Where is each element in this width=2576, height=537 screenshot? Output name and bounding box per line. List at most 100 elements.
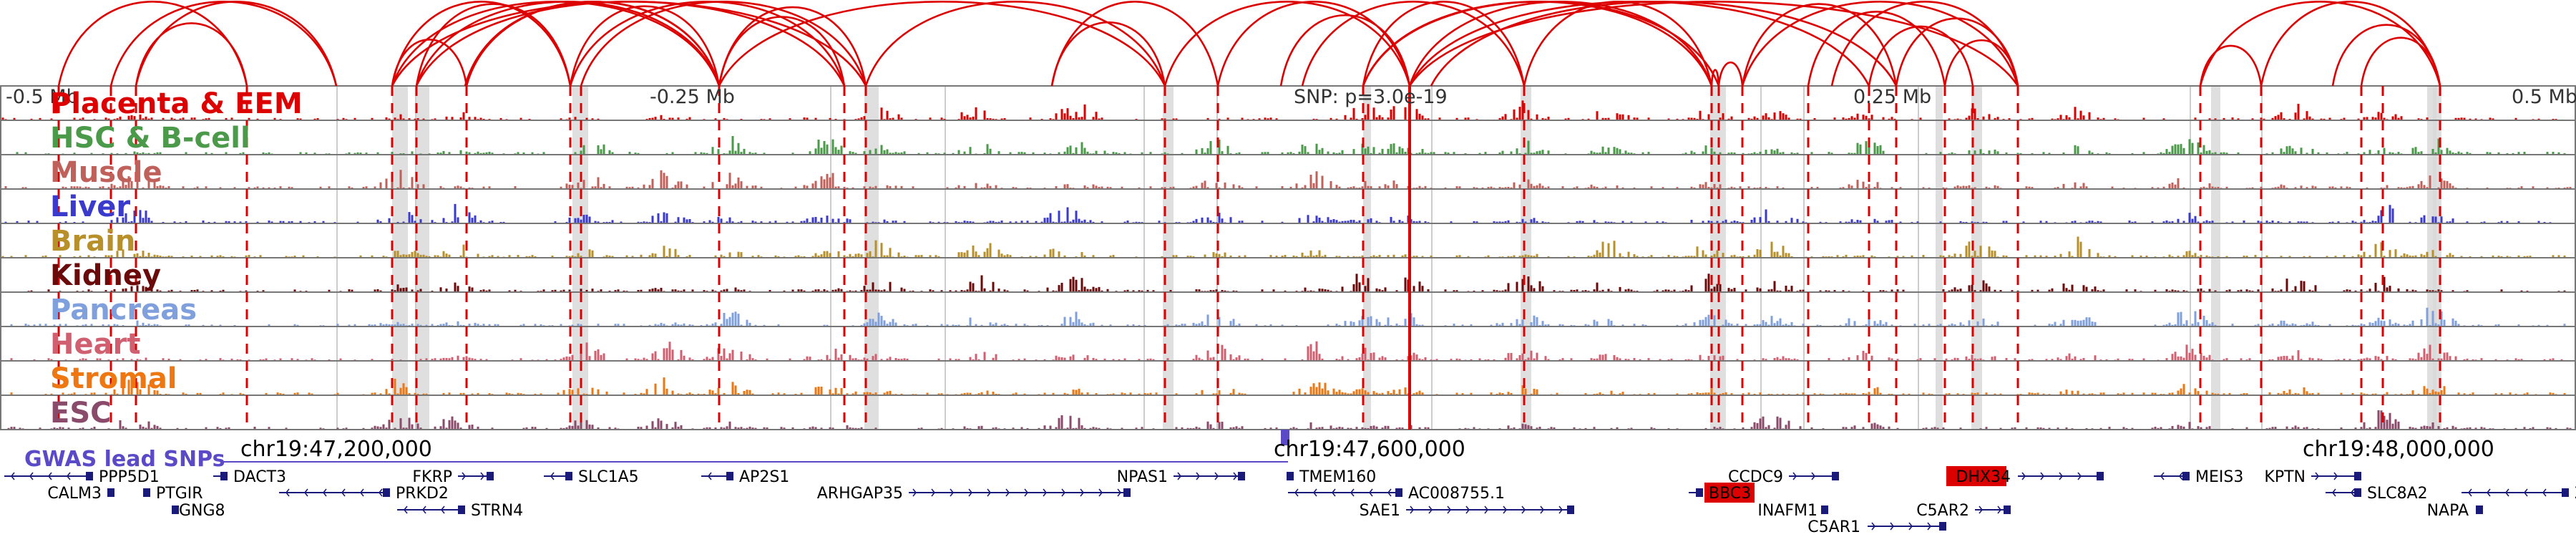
gene-arrow [1024,488,1029,497]
gene-arrow [931,488,936,497]
signal-2 [4,170,2572,188]
loop-arc [1279,14,1411,87]
loop-arc [391,1,572,87]
coord-label-48000000: chr19:48,000,000 [2303,437,2494,462]
gene-arrow [2350,488,2355,497]
loop-arc [718,1,1166,87]
loop-arc [2199,44,2263,87]
gene-label: STRN4 [471,502,523,520]
gene-arrow [1890,522,1895,531]
gene-arrow [10,472,15,480]
signal-0 [1,100,2557,120]
loop-arc [1050,1,1219,87]
gene-arrow [2315,472,2320,480]
gene-exon [1939,522,1946,531]
gene-arrow [1043,488,1048,497]
loop-arc [464,1,721,87]
track-label-hsc-bcell: HSC & B-cell [50,122,250,155]
loop-arc [1362,1,1526,87]
loop-arc [415,0,721,87]
gene-exon [1123,488,1131,497]
gene-label: MEIS3 [2195,468,2243,486]
loop-arc [1408,0,1713,87]
gene-arrow [2523,488,2528,497]
gene-exon [2476,505,2483,514]
gene-highlight [1946,466,2006,486]
loop-arc [1868,25,1974,87]
signal-4 [1,236,2566,257]
loop-arc [1301,0,1526,87]
gene-arrow [1177,472,1182,480]
gene-arrow [1350,488,1355,497]
gene-arrow [1312,488,1317,497]
loop-arc [1807,11,1946,87]
loop-anchor-lines [57,86,2441,430]
gene-annotation-track: PPP5D1 DACT3 FKRP SLC1A5 AP2S1 NPAS1 TMEM160 CC… [4,466,2576,536]
gene-arrow [2021,472,2026,480]
coord-label-47200000: chr19:47,200,000 [240,437,432,462]
gene-arrow [1927,522,1932,531]
track-label-pancreas: Pancreas [50,294,197,326]
gene-arrow [2486,488,2491,497]
gene-exon [1238,472,1245,480]
signal-6 [10,307,2566,326]
signal-7 [10,341,2563,360]
gene-arrow [1061,488,1066,497]
gene-arrow [1368,488,1373,497]
gene-arrow [1098,488,1103,497]
gene-label: TMEM160 [1299,468,1376,486]
gene-arrow [1331,488,1336,497]
loop-arc [1943,39,2019,87]
loop-arc [1717,62,1744,87]
gene-exon [2354,472,2361,480]
gene-label: AC008755.1 [1408,485,1505,503]
gene-exon [2182,472,2190,480]
track-label-muscle: Muscle [50,156,162,189]
gene-exon [2097,472,2104,480]
gene-arrow [462,472,467,480]
loop-arc [1408,1,1870,87]
gene-arrow [1005,488,1010,497]
gene-arrow [359,488,364,497]
gene-arrow [2059,472,2064,480]
gene-exon [726,472,733,480]
gene-label: ZNF [2575,485,2576,503]
signal-1 [16,136,2566,154]
gene-label: GNG8 [179,502,225,520]
loop-arc [1741,1,2019,87]
gene-exon [487,472,494,480]
gene-arrow [403,505,408,514]
gene-arrow [1196,472,1201,480]
gene-exon [2004,505,2011,514]
gene-exon [1567,505,1574,514]
gene-exon [1696,488,1703,497]
gene-arrow [66,472,71,480]
gene-arrow [912,488,917,497]
gene-label: ARHGAP35 [817,485,903,503]
genomic-coordinates: chr19:47,200,000 chr19:47,600,000 chr19:… [240,437,2494,462]
loop-arc [580,0,867,87]
gene-arrow [1521,505,1526,514]
coord-label-47600000: chr19:47,600,000 [1274,437,1465,462]
loop-arc [1430,0,1898,87]
axis-label-snp-pvalue: SNP: p=3.0e-19 [1294,86,1448,108]
gene-label: C5AR1 [1807,518,1860,536]
gene-arrow [440,505,445,514]
track-label-brain: Brain [50,225,135,258]
track-label-heart: Heart [50,328,140,361]
gene-arrow [2331,488,2336,497]
gene-label: C5AR2 [1916,502,1969,520]
gene-label: NAPA [2427,502,2469,520]
loop-arc [1830,1,2019,87]
gene-arrow [303,488,308,497]
gene-label: NPAS1 [1117,468,1168,486]
gene-highlight [1704,483,1755,503]
gene-arrow [1294,488,1299,497]
gene-arrow [1558,505,1563,514]
gene-arrow [1908,522,1913,531]
track-label-placenta: Placenta & EEM [50,87,303,120]
gene-label: AP2S1 [739,468,789,486]
gene-arrow [341,488,346,497]
gwas-label: GWAS lead SNPs [24,447,225,472]
gene-exon [1832,472,1839,480]
